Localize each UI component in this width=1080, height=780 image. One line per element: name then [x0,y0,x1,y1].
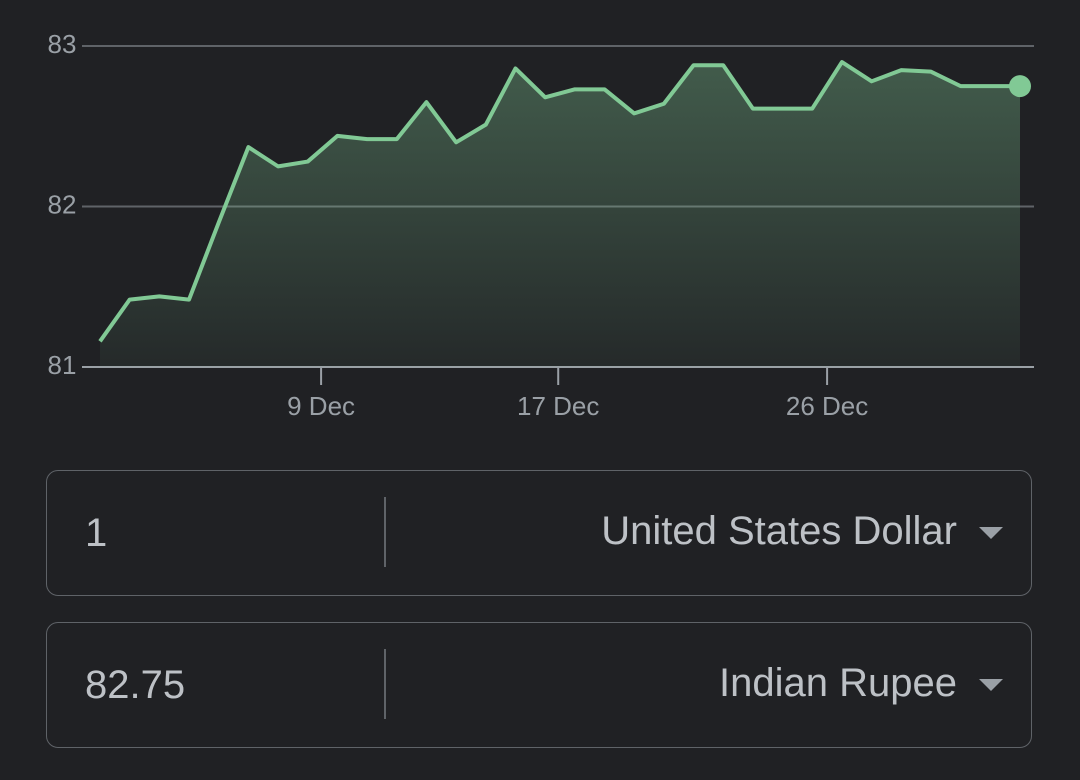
y-tick-label: 81 [48,350,77,380]
line [98,60,1020,343]
from-field[interactable]: 1 United States Dollar [46,470,1032,596]
divider [384,649,386,719]
last-point [1009,75,1031,98]
to-amount[interactable]: 82.75 [85,663,186,707]
to-currency[interactable]: Indian Rupee [719,661,957,705]
x-tick-label: 9 Dec [287,391,355,421]
x-tick-label: 26 Dec [786,391,868,421]
y-tick-label: 82 [48,189,77,219]
y-tick-label: 83 [48,29,77,59]
dropdown-arrow[interactable] [979,527,1003,539]
from-currency[interactable]: United States Dollar [601,509,957,553]
x-tick-label: 17 Dec [517,391,599,421]
dropdown-arrow[interactable] [979,679,1003,691]
to-field[interactable]: 82.75 Indian Rupee [46,622,1032,748]
divider [384,497,386,567]
from-amount[interactable]: 1 [85,511,108,555]
area [100,62,1020,368]
chart: 81 82 83 9 Dec 17 Dec 26 Dec [48,29,1034,421]
